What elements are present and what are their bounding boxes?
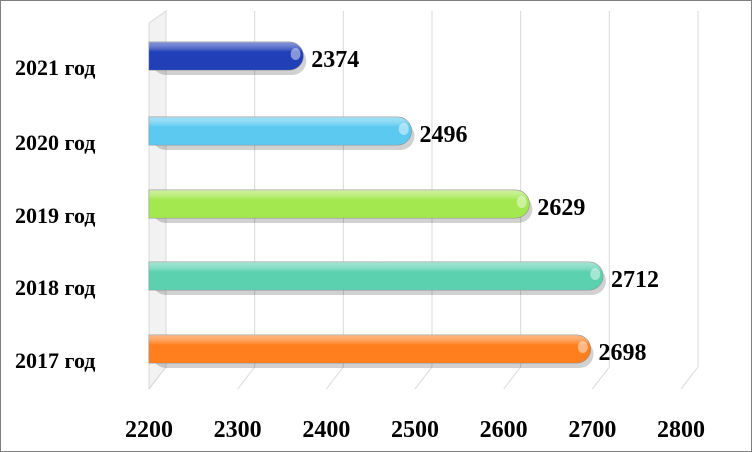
gridline-floor [414, 366, 433, 390]
value-label: 2712 [611, 267, 659, 293]
gridline-floor [237, 366, 256, 390]
gridline-floor [148, 366, 167, 390]
category-label: 2019 год [15, 203, 95, 228]
value-label: 2374 [311, 47, 359, 73]
bar-highlight [290, 48, 301, 60]
x-tick-label: 2200 [125, 417, 173, 443]
x-tick-label: 2800 [657, 417, 705, 443]
bar-highlight [398, 123, 409, 135]
gridlines [148, 11, 699, 390]
gridline-floor [503, 366, 522, 390]
gridline-floor [591, 366, 610, 390]
bar-highlight [577, 341, 588, 353]
bars [148, 41, 606, 368]
value-label: 2698 [599, 340, 647, 366]
bar-gloss [149, 262, 603, 290]
bar-gloss [149, 42, 304, 70]
gridline-floor [680, 366, 699, 390]
gridline-floor [325, 366, 344, 390]
bar-gloss [149, 190, 530, 219]
bar-gloss [149, 117, 412, 145]
x-tick-label: 2500 [391, 417, 439, 443]
x-axis-ticks: 2200 2300 2400 2500 2600 2700 2800 [125, 417, 705, 443]
x-tick-label: 2300 [214, 417, 262, 443]
x-tick-label: 2700 [568, 417, 616, 443]
bar-highlight [590, 268, 601, 280]
category-label: 2021 год [15, 55, 95, 80]
x-tick-label: 2400 [302, 417, 350, 443]
category-label: 2017 год [15, 348, 95, 373]
category-labels: 2017 год 2018 год 2019 год 2020 год 2021 год [15, 55, 95, 373]
value-label: 2629 [537, 195, 585, 221]
value-label: 2496 [419, 122, 467, 148]
category-label: 2020 год [15, 130, 95, 155]
bar-highlight [516, 196, 527, 208]
bar-gloss [149, 335, 591, 363]
category-label: 2018 год [15, 275, 95, 300]
value-labels: 2698 2712 2629 2496 2374 [311, 47, 659, 366]
x-tick-label: 2600 [480, 417, 528, 443]
